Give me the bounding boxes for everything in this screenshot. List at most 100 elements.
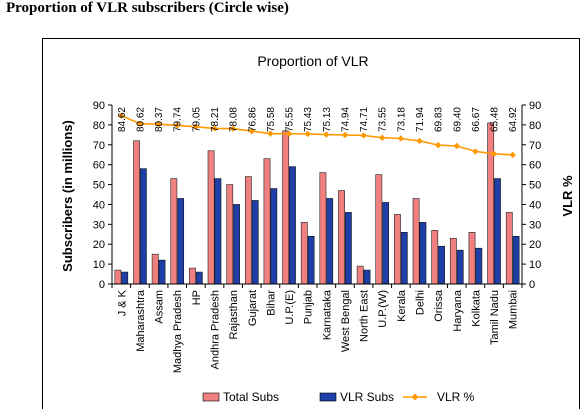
x-tick-label: U.P.(W) (377, 290, 389, 328)
x-tick-label: Assam (154, 290, 166, 324)
x-tick-label: Punjab (303, 290, 315, 324)
bar-total-subs (114, 269, 122, 285)
bar-vlr-subs (121, 271, 129, 285)
x-tick-label: Gujarat (247, 290, 259, 326)
vlr-pct-marker (248, 127, 255, 135)
bar-total-subs (151, 253, 159, 285)
bar-vlr-subs (382, 202, 390, 285)
legend-swatch-total (202, 392, 220, 402)
y2-tick-label: 90 (529, 100, 541, 112)
y2-axis-label: VLR % (560, 175, 575, 217)
vlr-pct-marker (192, 123, 200, 130)
bar-total-subs (468, 231, 476, 285)
y-tick-label: 10 (93, 259, 105, 271)
y2-tick-label: 50 (529, 180, 541, 192)
bar-group (114, 122, 520, 285)
vlr-pct-marker (267, 130, 274, 137)
bar-total-subs (505, 212, 513, 285)
vlr-pct-marker (323, 131, 330, 138)
y-tick-label: 90 (93, 100, 105, 112)
bar-total-subs (449, 237, 457, 285)
bar-vlr-subs (233, 204, 240, 285)
bar-vlr-subs (344, 212, 352, 285)
vlr-pct-marker (397, 135, 405, 142)
bar-vlr-subs (158, 259, 166, 285)
vlr-line-group (118, 112, 516, 159)
vlr-pct-marker (211, 125, 218, 132)
x-tick-label: North East (359, 290, 371, 342)
vlr-pct-marker (174, 122, 181, 129)
y2-tick-label: 80 (529, 120, 541, 132)
bar-total-subs (319, 172, 327, 285)
x-tick-label: Delhi (415, 290, 427, 315)
bar-vlr-subs (438, 245, 445, 285)
bar-vlr-subs (475, 247, 483, 285)
y2-tick-label: 0 (529, 279, 535, 291)
data-label: 75.55 (285, 107, 296, 132)
y-tick-label: 40 (93, 199, 105, 211)
vlr-pct-marker (472, 148, 479, 155)
data-label: 69.40 (452, 107, 463, 132)
vlr-pct-marker (341, 131, 349, 139)
y2-tick-label: 70 (529, 140, 541, 152)
legend-label-pct: VLR % (437, 390, 475, 404)
data-label: 84.62 (117, 107, 128, 132)
vlr-pct-marker (416, 137, 423, 145)
bar-vlr-subs (326, 198, 334, 285)
data-label: 80.37 (154, 107, 165, 132)
x-tick-group: J & K Maharashtra Assam Madhya Pradesh HP And… (116, 289, 519, 373)
bar-total-subs (226, 184, 234, 285)
vlr-pct-marker (509, 151, 516, 159)
data-label: 76.86 (247, 107, 258, 132)
x-tick-label: West Bengal (340, 290, 352, 352)
bar-vlr-subs (139, 168, 147, 285)
bar-total-subs (431, 230, 439, 285)
data-label: 73.55 (378, 107, 389, 132)
x-tick-label: J & K (116, 289, 128, 316)
bar-total-subs (244, 176, 252, 285)
x-tick-label: Rajasthan (228, 290, 240, 340)
x-tick-label: Haryana (452, 289, 464, 331)
x-tick-label: Maharashtra (135, 289, 147, 352)
bar-total-subs (356, 265, 364, 285)
x-tick-label: Mumbai (508, 290, 520, 329)
data-label: 65.48 (490, 107, 501, 132)
y-tick-label: 80 (93, 120, 105, 132)
vlr-pct-marker (304, 130, 311, 138)
x-tick-label: Orissa (433, 289, 445, 322)
bar-total-subs (207, 150, 215, 285)
bar-vlr-subs (456, 249, 464, 285)
vlr-pct-marker (136, 120, 144, 127)
data-label: 73.18 (396, 107, 407, 132)
data-label: 80.62 (136, 107, 147, 132)
vlr-pct-marker (453, 142, 460, 150)
data-label: 64.92 (508, 107, 519, 132)
bar-vlr-subs (195, 271, 203, 285)
data-label: 79.74 (173, 107, 184, 132)
x-tick-label: Karnataka (321, 289, 333, 340)
vlr-pct-marker (118, 112, 125, 119)
vlr-pct-line (120, 114, 513, 156)
data-label: 66.67 (471, 107, 482, 132)
bar-vlr-subs (419, 222, 427, 285)
bar-total-subs (133, 140, 140, 285)
bar-vlr-subs (363, 269, 371, 285)
data-label-group: 84.62 80.62 80.37 79.74 79.05 78.21 78.08 76.86… (117, 107, 519, 132)
y-tick-label: 60 (93, 160, 105, 172)
y-axis-label: Subscribers (in millions) (60, 120, 75, 272)
legend-swatch-vlr (319, 392, 337, 402)
bar-total-subs (487, 122, 495, 285)
x-tick-label: Madhya Pradesh (172, 290, 184, 373)
y-tick-label: 20 (93, 239, 105, 251)
bar-vlr-subs (512, 235, 520, 285)
data-label: 69.83 (434, 107, 445, 132)
y2-tick-label: 30 (529, 219, 541, 231)
bar-total-subs (170, 178, 178, 285)
bar-total-subs (338, 190, 345, 285)
bar-vlr-subs (289, 166, 296, 285)
vlr-pct-marker (155, 120, 162, 128)
y-tick-label: 30 (93, 219, 105, 231)
y2-tick-label: 20 (529, 239, 541, 251)
vlr-pct-marker (434, 141, 442, 149)
